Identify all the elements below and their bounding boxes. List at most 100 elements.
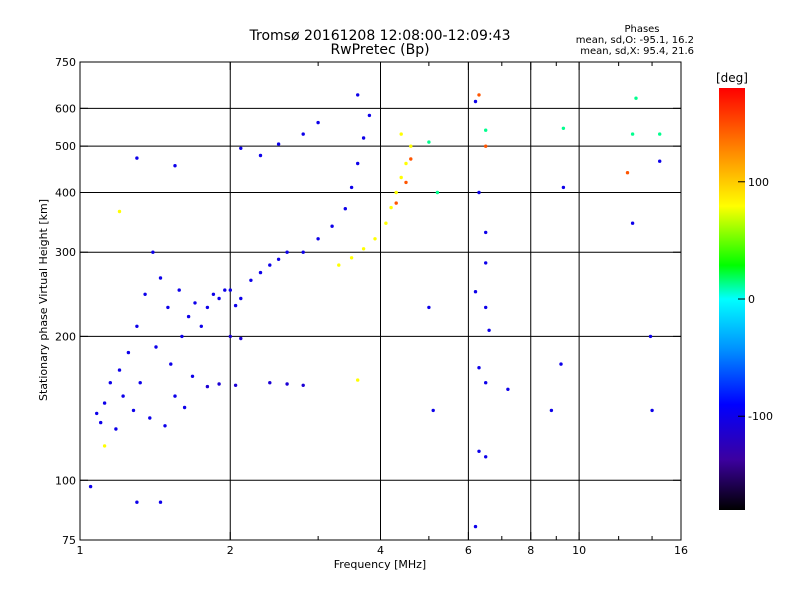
data-point xyxy=(473,524,478,529)
x-tick-label: 4 xyxy=(377,544,384,557)
scatter-points xyxy=(88,93,662,529)
data-point xyxy=(205,305,210,310)
data-point xyxy=(158,276,163,280)
data-point xyxy=(349,185,354,190)
y-tick-label: 75 xyxy=(62,534,76,547)
y-tick-label: 500 xyxy=(55,140,76,153)
data-point xyxy=(199,324,203,328)
data-point xyxy=(239,336,243,341)
data-point xyxy=(173,164,177,168)
data-point xyxy=(301,132,305,136)
data-point xyxy=(88,484,93,489)
data-point xyxy=(409,144,413,148)
data-point xyxy=(186,314,191,319)
data-point xyxy=(180,334,184,339)
data-point xyxy=(367,113,372,118)
colorbar-ticks: 100 0 -100 xyxy=(738,176,773,423)
data-point xyxy=(285,250,289,254)
data-point xyxy=(506,387,510,391)
data-point xyxy=(484,305,488,310)
x-tick-label: 16 xyxy=(674,544,688,557)
data-point xyxy=(630,221,635,225)
data-point xyxy=(158,500,163,504)
data-point xyxy=(148,416,152,420)
data-point xyxy=(399,175,403,180)
data-point xyxy=(117,209,122,214)
data-point xyxy=(102,401,107,405)
data-point xyxy=(484,381,488,385)
data-point xyxy=(559,362,563,366)
data-point xyxy=(228,334,232,339)
data-point xyxy=(173,394,177,398)
axis-ticks: 1 2 4 6 8 10 16 75 100 200 300 400 500 600 750 xyxy=(55,56,688,557)
data-point xyxy=(431,408,435,413)
data-point xyxy=(276,257,281,261)
data-point xyxy=(389,205,393,210)
data-point xyxy=(301,383,305,387)
data-point xyxy=(131,408,136,413)
y-tick-label: 200 xyxy=(55,330,76,343)
y-tick-label: 600 xyxy=(55,102,76,115)
x-tick-label: 2 xyxy=(227,544,234,557)
data-point xyxy=(211,292,216,296)
data-point xyxy=(102,444,107,448)
data-point xyxy=(177,288,181,292)
x-tick-label: 10 xyxy=(572,544,586,557)
data-point xyxy=(117,368,122,372)
data-point xyxy=(427,305,431,310)
data-point xyxy=(399,132,403,136)
data-point xyxy=(258,153,263,158)
data-point xyxy=(301,250,305,254)
data-point xyxy=(99,420,103,425)
data-point xyxy=(217,382,221,386)
data-point xyxy=(143,292,147,296)
data-point xyxy=(409,157,413,161)
x-tick-label: 6 xyxy=(465,544,472,557)
data-point xyxy=(648,334,653,339)
data-point xyxy=(361,136,366,140)
data-point xyxy=(343,207,347,211)
data-point xyxy=(276,142,281,146)
data-point xyxy=(384,221,388,225)
y-tick-label: 300 xyxy=(55,246,76,259)
data-point xyxy=(217,296,221,301)
chart-subtitle: RwPretec (Bp) xyxy=(330,42,429,58)
data-point xyxy=(228,288,232,292)
phases-heading: Phases xyxy=(624,24,659,35)
data-point xyxy=(268,263,272,267)
data-point xyxy=(356,378,360,382)
data-point xyxy=(163,424,167,428)
data-point xyxy=(484,144,488,148)
data-point xyxy=(135,324,139,328)
colorbar-tick-label: -100 xyxy=(748,410,773,423)
colorbar-label: [deg] xyxy=(716,71,748,85)
data-point xyxy=(190,374,195,378)
phases-x-stats: mean, sd,X: 95.4, 21.6 xyxy=(580,46,694,57)
data-point xyxy=(126,350,131,355)
data-point xyxy=(114,427,118,431)
data-point xyxy=(658,132,662,136)
y-axis-label: Stationary phase Virtual Height [km] xyxy=(37,199,50,401)
data-point xyxy=(108,381,113,385)
y-tick-label: 100 xyxy=(55,474,76,487)
data-point xyxy=(473,290,478,294)
data-point xyxy=(285,382,289,386)
data-point xyxy=(487,328,491,332)
data-point xyxy=(650,408,654,413)
data-point xyxy=(361,247,366,251)
data-point xyxy=(182,405,187,410)
data-point xyxy=(135,156,139,160)
data-point xyxy=(484,455,488,459)
data-point xyxy=(239,146,243,150)
x-tick-label: 1 xyxy=(77,544,84,557)
data-point xyxy=(477,366,481,370)
phases-o-stats: mean, sd,O: -95.1, 16.2 xyxy=(576,35,694,46)
data-point xyxy=(330,224,334,228)
chart-title: Tromsø 20161208 12:08:00-12:09:43 xyxy=(249,28,511,44)
data-point xyxy=(477,190,481,195)
y-tick-label: 400 xyxy=(55,186,76,199)
data-point xyxy=(233,303,238,308)
data-point xyxy=(205,384,210,389)
data-point xyxy=(561,185,566,190)
data-point xyxy=(356,161,360,166)
